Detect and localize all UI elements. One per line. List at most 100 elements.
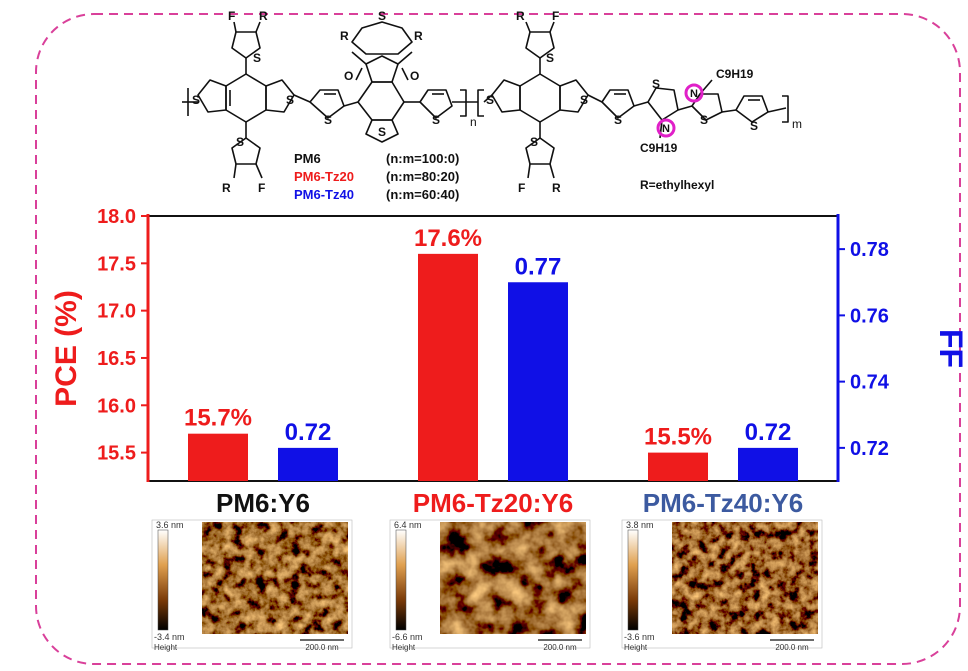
atom-f-4: F	[518, 181, 525, 195]
bdt-unit-1	[197, 21, 295, 179]
y-tick-label: 15.5	[97, 443, 136, 465]
pce-bar	[648, 452, 708, 481]
y-tick-label: 17.5	[97, 253, 136, 275]
alkyl-1: C9H19	[716, 67, 754, 81]
atom-s-6: S	[378, 9, 386, 23]
category-label: PM6-Tz40:Y6	[643, 488, 803, 518]
atom-o-2: O	[410, 69, 419, 83]
atom-f-3: F	[552, 9, 559, 23]
y-tick-label: 16.0	[97, 395, 136, 417]
atom-s-2: S	[192, 93, 200, 107]
bdt-unit-2	[483, 21, 589, 179]
pce-bar	[188, 433, 248, 481]
legend-ratio-pm6: (n:m=100:0)	[386, 151, 459, 166]
afm-min-label: -6.6 nm	[392, 632, 423, 642]
pce-bar	[418, 253, 478, 481]
atom-n-1: N	[690, 88, 698, 100]
ff-value-label: 0.72	[745, 419, 792, 446]
polymer-structure	[182, 21, 789, 179]
atom-s-9: S	[546, 51, 554, 65]
atom-s-5: S	[324, 113, 332, 127]
atom-s-7: S	[378, 125, 386, 139]
afm-min-label: -3.6 nm	[624, 632, 655, 642]
pce-value-label: 17.6%	[414, 225, 482, 252]
y2-tick-label: 0.78	[850, 239, 889, 261]
afm-image	[202, 522, 348, 634]
ff-value-label: 0.72	[285, 419, 332, 446]
category-label: PM6-Tz20:Y6	[413, 488, 573, 518]
legend-ratio-tz20: (n:m=80:20)	[386, 169, 459, 184]
afm-scale-label: 200.0 nm	[543, 643, 577, 652]
ff-bar	[508, 282, 568, 481]
atom-r-3: R	[340, 29, 349, 43]
afm-caption: Height	[392, 643, 416, 652]
afm-min-label: -3.4 nm	[154, 632, 185, 642]
thiophene-spacer-2	[419, 89, 453, 119]
atom-r-5: R	[516, 9, 525, 23]
afm-colorbar	[627, 529, 639, 631]
atom-s-3: S	[286, 93, 294, 107]
afm-colorbar	[157, 529, 169, 631]
y-tick-label: 16.5	[97, 348, 136, 370]
afm-image	[440, 522, 586, 634]
atom-s-10: S	[486, 93, 494, 107]
afm-image	[672, 522, 818, 634]
afm-caption: Height	[154, 643, 178, 652]
thiazole-2	[691, 93, 723, 121]
thiophene-spacer-4	[735, 95, 769, 123]
y2-tick-label: 0.74	[850, 372, 890, 394]
afm-max-label: 6.4 nm	[394, 520, 422, 530]
afm-max-label: 3.8 nm	[626, 520, 654, 530]
atom-n-2: N	[662, 123, 670, 135]
r-legend: R=ethylhexyl	[640, 178, 714, 192]
atom-s-11: S	[580, 93, 588, 107]
atom-s-15: S	[700, 113, 708, 127]
thiazole-1	[647, 87, 679, 121]
afm-max-label: 3.6 nm	[156, 520, 184, 530]
atom-f-1: F	[228, 9, 235, 23]
atom-r-6: R	[552, 181, 561, 195]
pce-value-label: 15.5%	[644, 424, 712, 451]
afm-scale-label: 200.0 nm	[775, 643, 809, 652]
y2-axis-title: FF	[933, 329, 968, 368]
atom-f-2: F	[258, 181, 265, 195]
afm-caption: Height	[624, 643, 648, 652]
y2-tick-label: 0.76	[850, 305, 889, 327]
n-highlight-2	[656, 118, 676, 138]
legend-ratio-tz40: (n:m=60:40)	[386, 187, 459, 202]
dashed-frame	[35, 13, 961, 665]
thiophene-spacer-1	[309, 89, 345, 119]
atom-s-1: S	[253, 51, 261, 65]
sub-n: n	[470, 115, 477, 129]
atom-r-4: R	[414, 29, 423, 43]
afm-colorbar	[395, 529, 407, 631]
atom-s-8: S	[432, 113, 440, 127]
y-tick-label: 17.0	[97, 301, 136, 323]
ff-value-label: 0.77	[515, 253, 562, 280]
ff-bar	[278, 447, 338, 481]
polymer-legend: PM6 (n:m=100:0) PM6-Tz20 (n:m=80:20) PM6…	[294, 151, 459, 202]
bdd-core	[351, 21, 413, 143]
legend-name-tz20: PM6-Tz20	[294, 169, 354, 184]
atom-s-13: S	[614, 113, 622, 127]
atom-s-12: S	[530, 135, 538, 149]
afm-scale-label: 200.0 nm	[305, 643, 339, 652]
legend-name-pm6: PM6	[294, 151, 321, 166]
atom-s-16: S	[750, 119, 758, 133]
sub-m: m	[792, 117, 802, 131]
n-highlight-1	[684, 83, 704, 103]
atom-labels: F R S S S S R F S R S R O O S S n R F S …	[192, 9, 802, 195]
y2-tick-label: 0.72	[850, 438, 889, 460]
alkyl-2: C9H19	[640, 141, 678, 155]
atom-s-14: S	[652, 77, 660, 91]
atom-r-1: R	[259, 9, 268, 23]
atom-s-4: S	[236, 135, 244, 149]
thiophene-spacer-3	[601, 89, 635, 119]
y-axis-title: PCE (%)	[50, 290, 83, 407]
bar-chart: 15.5 16.0 16.5 17.0 17.5 18.0 0.72 0.74 0.76 0.78…	[50, 206, 968, 518]
atom-r-2: R	[222, 181, 231, 195]
y-tick-label: 18.0	[97, 206, 136, 228]
atom-o-1: O	[344, 69, 353, 83]
